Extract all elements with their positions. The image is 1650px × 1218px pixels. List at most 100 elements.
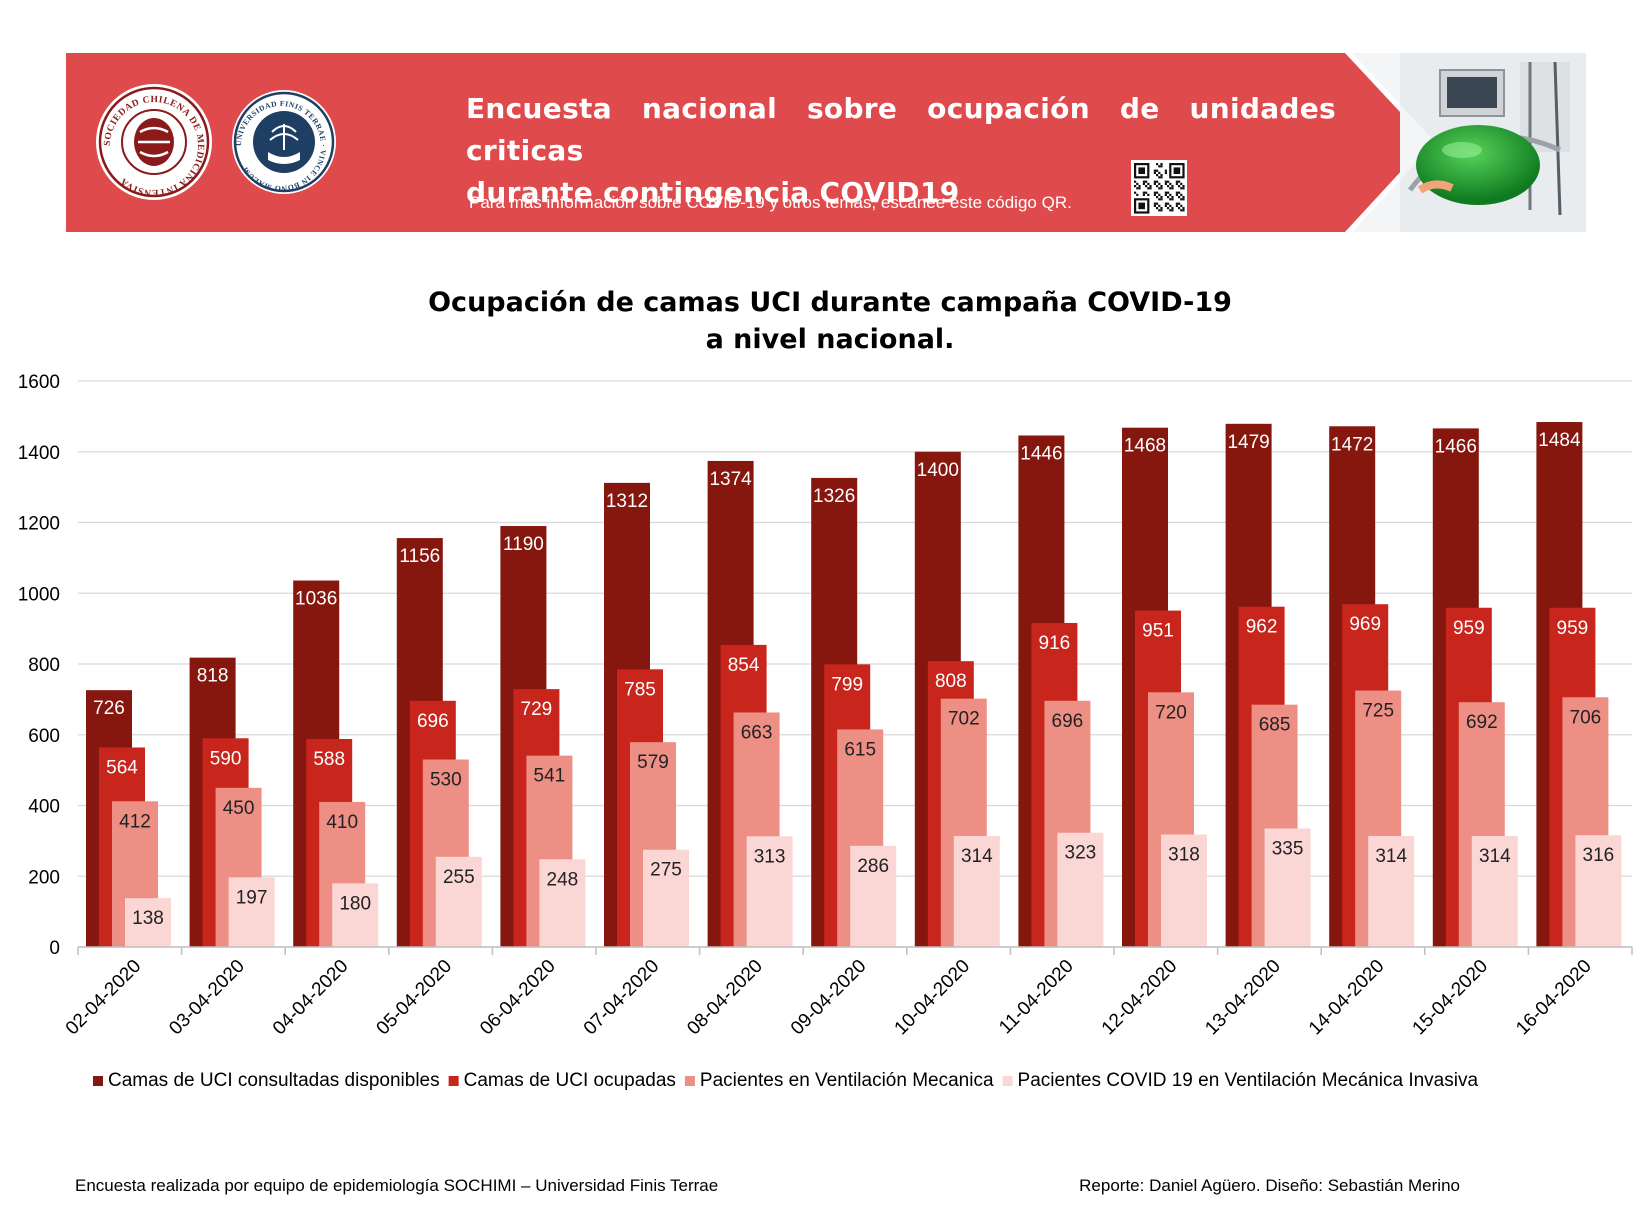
x-tick-label: 06-04-2020 <box>476 956 560 1040</box>
data-label: 685 <box>1259 715 1291 736</box>
data-label: 412 <box>119 811 151 832</box>
data-label: 692 <box>1466 712 1498 733</box>
legend-swatch <box>1002 1076 1013 1086</box>
data-label: 318 <box>1168 845 1200 866</box>
data-label: 564 <box>106 757 138 778</box>
x-tick-label: 05-04-2020 <box>373 956 457 1040</box>
data-label: 962 <box>1246 617 1278 638</box>
bar <box>1368 835 1415 947</box>
data-label: 588 <box>313 749 345 770</box>
data-label: 729 <box>521 699 553 720</box>
x-tick-label: 02-04-2020 <box>62 956 146 1040</box>
banner-subtitle: Para más información sobre COVID-19 y ot… <box>469 193 1072 212</box>
legend-swatch <box>448 1076 459 1086</box>
data-label: 180 <box>339 893 371 914</box>
data-label: 702 <box>948 709 980 730</box>
qr-code-icon <box>1131 160 1187 216</box>
x-tick-label: 09-04-2020 <box>787 956 871 1040</box>
data-label: 663 <box>741 722 773 743</box>
header-banner: SOCIEDAD CHILENA DE MEDICINA INTENSIVA U… <box>66 53 1586 232</box>
y-axis: 0 200 400 600 800 1000 1200 1400 1600 <box>18 372 60 959</box>
bar <box>125 898 171 947</box>
data-label: 313 <box>754 846 786 867</box>
y-tick-label: 600 <box>28 726 60 747</box>
data-label: 808 <box>935 671 967 692</box>
y-tick-label: 800 <box>28 655 60 676</box>
bar <box>1471 835 1518 947</box>
finis-terrae-logo: UNIVERSIDAD FINIS TERRAE · VINCE IN BONO… <box>232 90 336 194</box>
bar <box>539 859 586 947</box>
data-label: 959 <box>1557 618 1589 639</box>
data-label: 314 <box>1375 846 1407 867</box>
bar <box>953 835 1000 947</box>
data-label: 1484 <box>1538 430 1581 451</box>
x-tick-label: 07-04-2020 <box>580 956 664 1040</box>
data-label: 138 <box>132 908 164 929</box>
y-tick-label: 200 <box>28 867 60 888</box>
y-tick-label: 0 <box>49 938 60 959</box>
data-label: 696 <box>417 711 449 732</box>
legend-label: Camas de UCI ocupadas <box>464 1070 676 1091</box>
bar <box>1575 835 1622 947</box>
bar <box>850 845 897 947</box>
data-label: 1479 <box>1227 432 1269 453</box>
data-label: 706 <box>1570 707 1602 728</box>
x-tick-label: 14-04-2020 <box>1305 956 1389 1040</box>
footer-right: Reporte: Daniel Agüero. Diseño: Sebastiá… <box>1079 1176 1460 1195</box>
data-label: 590 <box>210 748 242 769</box>
data-labels: 726 564 412 138 818 590 450 197 1036 588 410 180 115… <box>93 430 1614 929</box>
bar <box>435 856 482 947</box>
data-label: 410 <box>326 812 358 833</box>
data-label: 916 <box>1039 633 1071 654</box>
data-label: 726 <box>93 698 125 719</box>
data-label: 854 <box>728 655 760 676</box>
data-label: 1036 <box>295 589 337 610</box>
bar <box>1161 834 1207 947</box>
banner-title: Encuesta nacional sobre ocupación de uni… <box>466 88 1336 214</box>
x-tick-label: 13-04-2020 <box>1201 956 1285 1040</box>
legend: Camas de UCI consultadas disponibles Cama… <box>93 1070 1478 1091</box>
data-label: 323 <box>1065 843 1097 864</box>
legend-label: Pacientes COVID 19 en Ventilación Mecáni… <box>1018 1070 1479 1091</box>
x-tick-label: 12-04-2020 <box>1098 956 1182 1040</box>
x-tick-label: 08-04-2020 <box>683 956 767 1040</box>
sochimi-logo: SOCIEDAD CHILENA DE MEDICINA INTENSIVA <box>96 84 212 200</box>
data-label: 1374 <box>709 469 752 490</box>
data-label: 335 <box>1272 838 1304 859</box>
data-label: 720 <box>1155 702 1187 723</box>
y-tick-label: 1200 <box>18 514 60 535</box>
data-label: 615 <box>844 739 876 760</box>
bar <box>1264 828 1311 947</box>
data-label: 696 <box>1052 711 1084 732</box>
data-label: 450 <box>223 798 255 819</box>
x-tick-label: 16-04-2020 <box>1512 956 1596 1040</box>
bar <box>643 849 689 947</box>
y-tick-label: 1400 <box>18 443 60 464</box>
banner-title-line2: durante contingencia COVID19 <box>466 176 960 209</box>
data-label: 1466 <box>1435 436 1477 457</box>
data-label: 725 <box>1362 701 1394 722</box>
data-label: 785 <box>624 679 656 700</box>
data-label: 541 <box>534 766 566 787</box>
data-label: 275 <box>650 860 682 881</box>
data-label: 316 <box>1583 845 1615 866</box>
y-tick-label: 400 <box>28 797 60 818</box>
data-label: 799 <box>831 674 863 695</box>
data-label: 1400 <box>917 460 959 481</box>
bar <box>1057 832 1104 947</box>
data-label: 1468 <box>1124 436 1166 457</box>
data-label: 959 <box>1453 618 1485 639</box>
x-tick-label: 11-04-2020 <box>995 956 1078 1039</box>
data-label: 248 <box>547 869 579 890</box>
legend-swatch <box>93 1076 103 1086</box>
legend-label: Pacientes en Ventilación Mecanica <box>700 1070 994 1091</box>
x-tick-label: 15-04-2020 <box>1409 956 1493 1040</box>
bar <box>332 883 379 947</box>
legend-swatch <box>684 1076 695 1086</box>
banner-background <box>66 53 1428 232</box>
data-label: 314 <box>1479 846 1511 867</box>
data-label: 1472 <box>1331 434 1373 455</box>
x-tick-label: 04-04-2020 <box>269 956 353 1040</box>
data-label: 1446 <box>1020 443 1062 464</box>
icu-ventilator-photo <box>1352 53 1586 232</box>
